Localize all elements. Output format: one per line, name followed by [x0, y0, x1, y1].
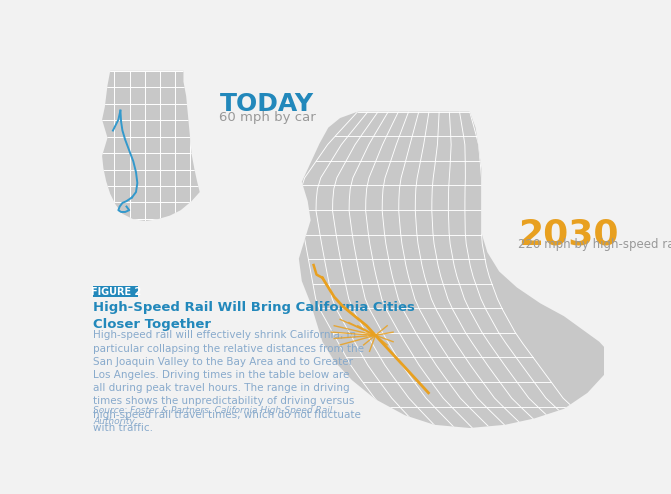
Text: TODAY: TODAY [219, 91, 313, 116]
Text: 2030: 2030 [518, 217, 619, 251]
Polygon shape [299, 112, 611, 428]
Text: High-speed rail will effectively shrink California, in
particular collapsing the: High-speed rail will effectively shrink … [93, 330, 364, 433]
Text: FIGURE 2: FIGURE 2 [91, 287, 141, 297]
Polygon shape [102, 71, 200, 221]
Text: 60 mph by car: 60 mph by car [219, 111, 316, 124]
Text: 220 mph by high-speed rail: 220 mph by high-speed rail [518, 238, 671, 251]
Text: Source: Foster & Partners, California High-Speed Rail
Authority: Source: Foster & Partners, California Hi… [93, 406, 332, 426]
Text: High-Speed Rail Will Bring California Cities
Closer Together: High-Speed Rail Will Bring California Ci… [93, 301, 415, 330]
FancyBboxPatch shape [93, 287, 138, 297]
